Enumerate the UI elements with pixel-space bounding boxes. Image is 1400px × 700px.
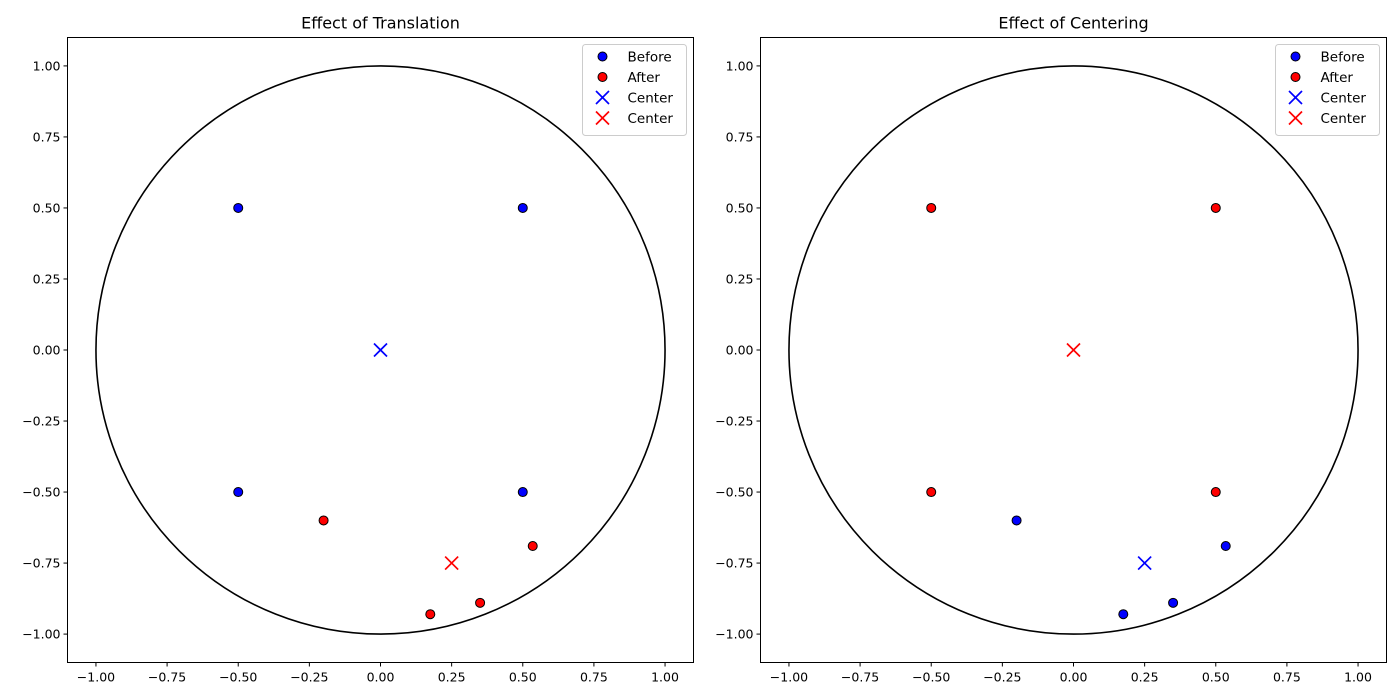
point-after <box>1210 487 1221 498</box>
x-tick-label: −0.25 <box>290 670 328 685</box>
legend-label: Before <box>628 50 672 66</box>
x-tick-label: 0.25 <box>1131 670 1159 685</box>
center-marker-stroke <box>1066 342 1081 358</box>
y-tick-label: −0.75 <box>22 556 60 571</box>
legend-marker <box>597 72 608 82</box>
y-tick-label: 0.50 <box>33 200 61 215</box>
y-tick-label: 1.00 <box>33 58 61 73</box>
y-tick-label: −0.50 <box>715 485 753 500</box>
x-tick-label: −0.50 <box>912 670 950 685</box>
point-before <box>233 202 244 213</box>
y-tick-label: 0.00 <box>33 343 61 358</box>
legend-marker <box>1290 72 1301 82</box>
legend-label: Center <box>1321 111 1367 127</box>
x-tick-label: 0.25 <box>438 670 466 685</box>
x-tick-label: 0.00 <box>1060 670 1088 685</box>
y-tick-label: 1.00 <box>726 58 754 73</box>
y-tick-label: 0.75 <box>726 129 754 144</box>
point-before <box>517 487 528 498</box>
center-marker <box>444 555 459 571</box>
legend: Before After Center Center <box>1275 44 1380 136</box>
y-tick-label: −1.00 <box>22 627 60 642</box>
y-tick-label: −0.25 <box>715 414 753 429</box>
legend-marker <box>595 90 610 105</box>
y-tick-label: 0.00 <box>726 343 754 358</box>
legend: Before After Center Center <box>582 44 687 136</box>
legend-marker <box>1288 90 1303 105</box>
axes-frame <box>67 37 694 663</box>
x-tick-label: −0.25 <box>983 670 1021 685</box>
point-before <box>1168 597 1179 608</box>
plot-panel-1: Effect of Translation −1.00 −0.75 −0.50 −0.2… <box>22 14 694 685</box>
legend-marker <box>1290 51 1301 62</box>
legend-label: After <box>1321 70 1354 86</box>
x-tick-label: −0.50 <box>219 670 257 685</box>
point-after <box>926 487 937 498</box>
legend-label: Center <box>1321 91 1367 107</box>
y-tick-label: 0.75 <box>33 129 61 144</box>
point-after <box>425 609 436 620</box>
center-marker <box>1137 555 1152 571</box>
legend-marker <box>595 110 610 126</box>
point-before <box>517 202 528 213</box>
y-tick-label: −0.75 <box>715 556 753 571</box>
center-marker <box>1066 342 1081 358</box>
x-tick-label: 0.75 <box>1273 670 1301 685</box>
point-before <box>1220 541 1231 552</box>
center-marker-stroke <box>373 342 388 358</box>
y-tick-label: 0.25 <box>726 271 754 286</box>
point-after <box>527 541 538 552</box>
unit-circle <box>95 65 666 635</box>
y-tick-label: −0.25 <box>22 414 60 429</box>
x-tick-label: 0.75 <box>580 670 608 685</box>
y-tick-label: −1.00 <box>715 627 753 642</box>
y-tick-label: 0.50 <box>726 200 754 215</box>
legend-label: Center <box>628 91 674 107</box>
center-marker-stroke <box>1137 555 1152 571</box>
y-tick-label: 0.25 <box>33 271 61 286</box>
legend-label: Before <box>1321 50 1365 66</box>
y-tick-label: −0.50 <box>22 485 60 500</box>
plot-panel-2: Effect of Centering −1.00 −0.75 −0.50 −0.25 0… <box>715 14 1387 685</box>
axes-frame <box>760 37 1387 663</box>
point-before <box>1118 609 1129 620</box>
x-tick-label: 0.00 <box>367 670 395 685</box>
x-tick-label: 0.50 <box>509 670 537 685</box>
x-tick-label: −1.00 <box>770 670 808 685</box>
x-tick-label: −0.75 <box>148 670 186 685</box>
point-after <box>475 597 486 608</box>
center-marker-stroke <box>444 555 459 571</box>
x-tick-label: 1.00 <box>1344 670 1372 685</box>
unit-circle <box>788 65 1359 635</box>
point-before <box>1011 515 1022 526</box>
point-after <box>1210 202 1221 213</box>
plot-title: Effect of Centering <box>998 14 1148 33</box>
legend-label: After <box>628 70 661 86</box>
point-after <box>318 515 329 526</box>
legend-marker <box>597 51 608 62</box>
plot-title: Effect of Translation <box>301 14 460 33</box>
point-after <box>926 202 937 213</box>
legend-label: Center <box>628 111 674 127</box>
x-tick-label: 0.50 <box>1202 670 1230 685</box>
legend-marker <box>1288 110 1303 126</box>
x-tick-label: 1.00 <box>651 670 679 685</box>
x-tick-label: −0.75 <box>841 670 879 685</box>
center-marker <box>373 342 388 358</box>
point-before <box>233 487 244 498</box>
x-tick-label: −1.00 <box>77 670 115 685</box>
